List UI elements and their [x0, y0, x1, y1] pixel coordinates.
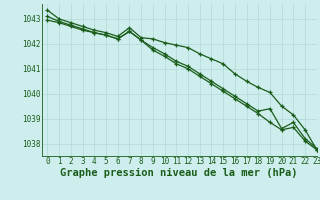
X-axis label: Graphe pression niveau de la mer (hPa): Graphe pression niveau de la mer (hPa) [60, 168, 298, 178]
